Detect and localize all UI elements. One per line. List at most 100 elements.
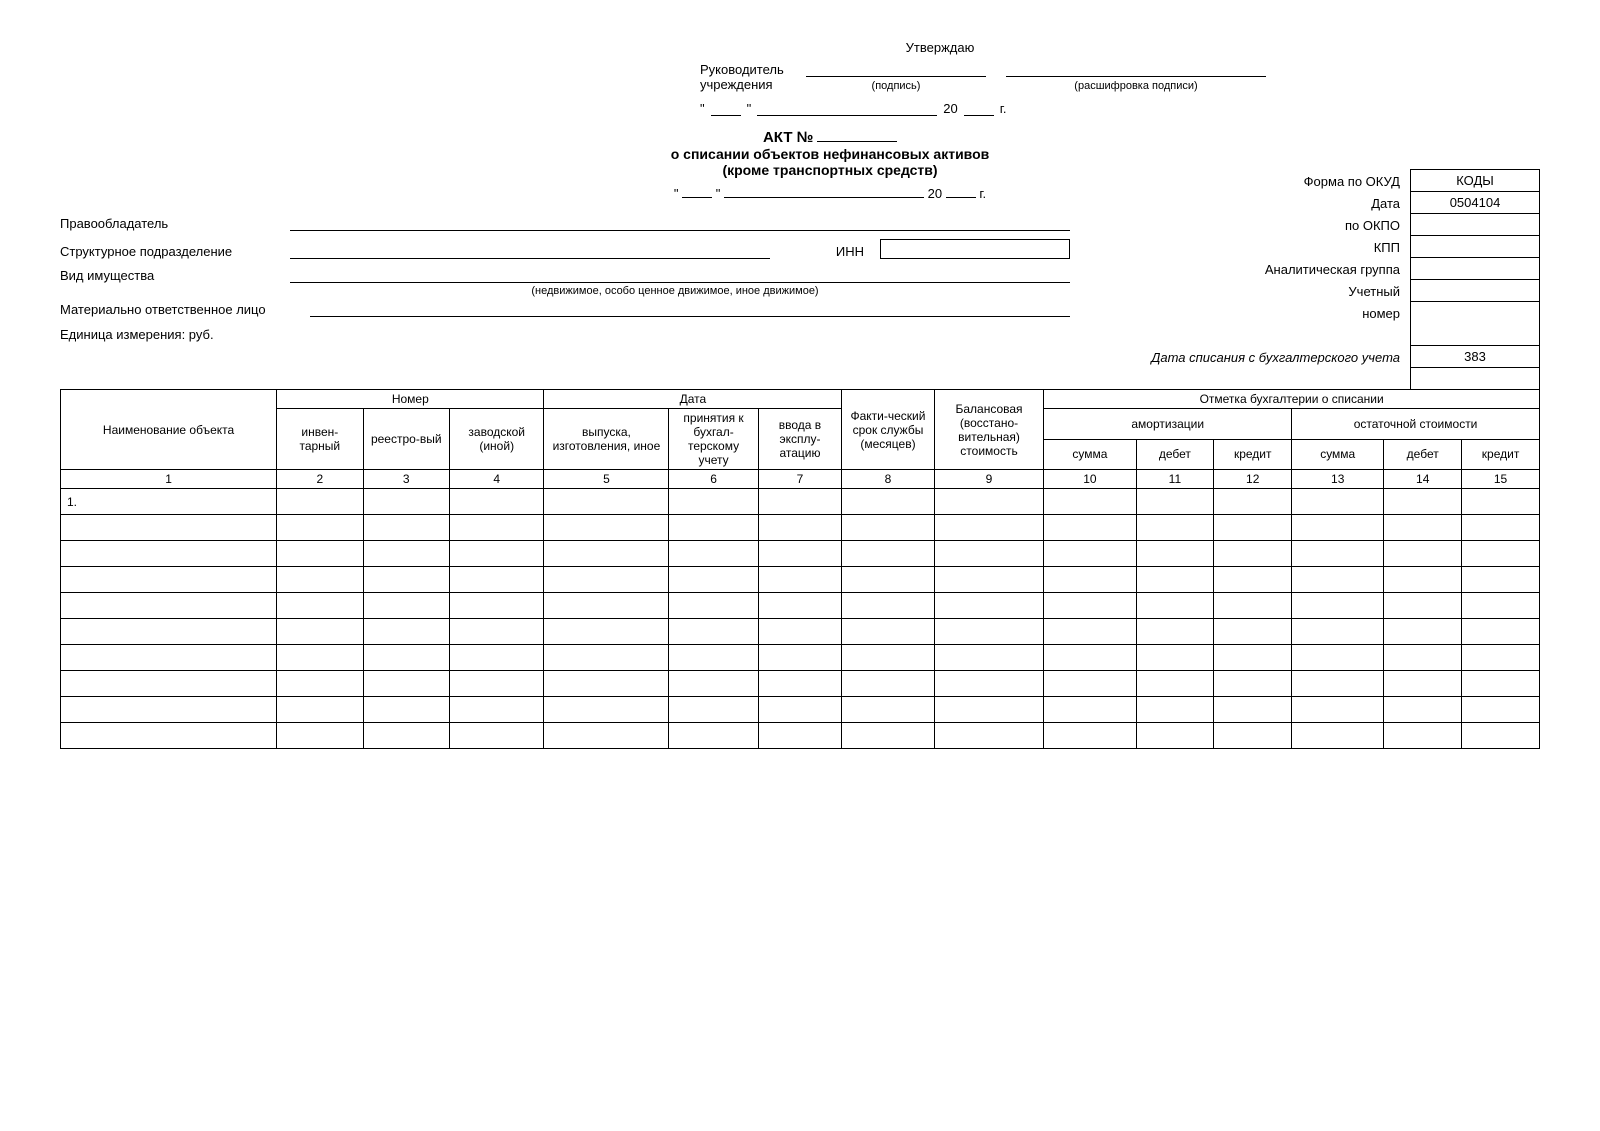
table-cell[interactable] xyxy=(544,567,669,593)
table-cell[interactable] xyxy=(544,593,669,619)
table-cell[interactable] xyxy=(277,619,363,645)
table-cell[interactable] xyxy=(1292,593,1384,619)
code-writeoff-date[interactable] xyxy=(1411,368,1540,390)
table-cell[interactable] xyxy=(1384,541,1462,567)
table-cell[interactable] xyxy=(934,723,1044,749)
table-cell[interactable] xyxy=(669,619,758,645)
table-cell[interactable] xyxy=(842,541,934,567)
table-cell[interactable] xyxy=(544,697,669,723)
table-cell[interactable] xyxy=(1136,541,1214,567)
year-line[interactable] xyxy=(964,100,994,116)
table-cell[interactable] xyxy=(1044,515,1136,541)
table-cell[interactable] xyxy=(1214,645,1292,671)
table-cell[interactable] xyxy=(277,567,363,593)
table-cell[interactable] xyxy=(1292,671,1384,697)
table-cell[interactable] xyxy=(449,541,544,567)
table-cell[interactable] xyxy=(758,723,842,749)
act-number-line[interactable] xyxy=(817,126,897,142)
table-cell[interactable] xyxy=(934,567,1044,593)
table-cell[interactable] xyxy=(1384,593,1462,619)
table-cell[interactable] xyxy=(1462,723,1540,749)
table-cell[interactable] xyxy=(1214,671,1292,697)
code-kpp[interactable] xyxy=(1411,258,1540,280)
table-cell[interactable] xyxy=(669,645,758,671)
table-cell[interactable] xyxy=(61,723,277,749)
table-cell[interactable] xyxy=(1462,567,1540,593)
table-cell[interactable] xyxy=(842,697,934,723)
decoded-signature-line[interactable] xyxy=(1006,61,1266,77)
doc-month-line[interactable] xyxy=(724,182,924,198)
table-cell[interactable] xyxy=(934,489,1044,515)
table-cell[interactable] xyxy=(842,619,934,645)
table-cell[interactable] xyxy=(1214,593,1292,619)
table-cell[interactable] xyxy=(363,723,449,749)
table-cell[interactable] xyxy=(1044,619,1136,645)
table-cell[interactable] xyxy=(1136,671,1214,697)
signature-line[interactable] xyxy=(806,61,986,77)
table-cell[interactable] xyxy=(1214,515,1292,541)
table-cell[interactable] xyxy=(1462,489,1540,515)
table-cell[interactable] xyxy=(1384,567,1462,593)
table-cell[interactable] xyxy=(61,567,277,593)
table-cell[interactable] xyxy=(449,671,544,697)
table-cell[interactable] xyxy=(1044,593,1136,619)
table-cell[interactable] xyxy=(277,723,363,749)
table-cell[interactable] xyxy=(363,619,449,645)
table-cell[interactable] xyxy=(842,723,934,749)
table-cell[interactable] xyxy=(363,515,449,541)
table-cell[interactable] xyxy=(544,489,669,515)
table-cell[interactable] xyxy=(758,567,842,593)
table-cell[interactable] xyxy=(61,593,277,619)
table-cell[interactable] xyxy=(61,697,277,723)
table-cell[interactable] xyxy=(544,515,669,541)
month-line[interactable] xyxy=(757,100,937,116)
table-cell[interactable] xyxy=(544,541,669,567)
table-cell[interactable] xyxy=(1136,645,1214,671)
table-cell[interactable] xyxy=(669,541,758,567)
table-cell[interactable] xyxy=(449,567,544,593)
table-cell[interactable] xyxy=(934,541,1044,567)
property-type-line[interactable] xyxy=(290,267,1070,283)
table-cell[interactable] xyxy=(449,619,544,645)
table-cell[interactable] xyxy=(1214,567,1292,593)
table-cell[interactable] xyxy=(669,697,758,723)
table-cell[interactable] xyxy=(1136,697,1214,723)
table-cell[interactable] xyxy=(934,671,1044,697)
table-cell[interactable] xyxy=(758,593,842,619)
table-cell[interactable] xyxy=(1462,645,1540,671)
table-cell[interactable] xyxy=(449,697,544,723)
doc-year-line[interactable] xyxy=(946,182,976,198)
table-cell[interactable] xyxy=(1292,515,1384,541)
table-cell[interactable] xyxy=(1136,489,1214,515)
holder-line[interactable] xyxy=(290,215,1070,231)
table-cell[interactable] xyxy=(277,671,363,697)
table-cell[interactable] xyxy=(1384,697,1462,723)
table-cell[interactable] xyxy=(363,593,449,619)
table-cell[interactable] xyxy=(277,593,363,619)
table-cell[interactable] xyxy=(1462,671,1540,697)
table-cell[interactable] xyxy=(449,489,544,515)
table-cell[interactable] xyxy=(61,619,277,645)
table-cell[interactable] xyxy=(669,567,758,593)
table-cell[interactable] xyxy=(363,541,449,567)
table-cell[interactable] xyxy=(1462,619,1540,645)
table-cell[interactable]: 1. xyxy=(61,489,277,515)
table-cell[interactable] xyxy=(1462,515,1540,541)
table-cell[interactable] xyxy=(934,619,1044,645)
table-cell[interactable] xyxy=(1044,645,1136,671)
code-date[interactable] xyxy=(1411,214,1540,236)
table-cell[interactable] xyxy=(1384,515,1462,541)
table-cell[interactable] xyxy=(1462,541,1540,567)
table-cell[interactable] xyxy=(61,541,277,567)
doc-day-line[interactable] xyxy=(682,182,712,198)
table-cell[interactable] xyxy=(669,489,758,515)
table-cell[interactable] xyxy=(669,593,758,619)
table-cell[interactable] xyxy=(1044,567,1136,593)
table-cell[interactable] xyxy=(1384,645,1462,671)
table-cell[interactable] xyxy=(1136,515,1214,541)
table-cell[interactable] xyxy=(934,697,1044,723)
table-cell[interactable] xyxy=(1136,723,1214,749)
table-cell[interactable] xyxy=(934,645,1044,671)
table-cell[interactable] xyxy=(758,697,842,723)
table-cell[interactable] xyxy=(449,723,544,749)
